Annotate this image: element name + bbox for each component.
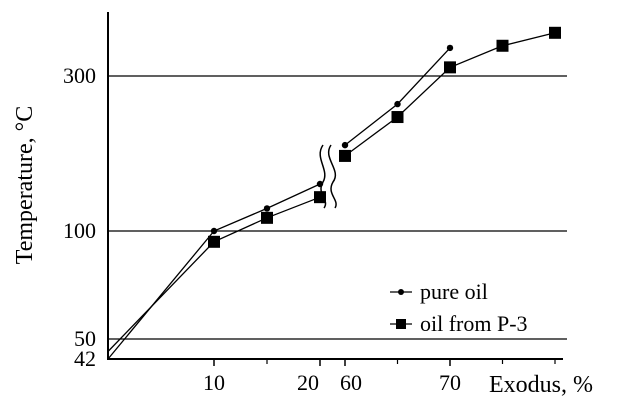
series-2-point — [391, 111, 404, 124]
series-2-point — [549, 26, 561, 39]
legend: pure oil oil from P-3 — [390, 279, 528, 336]
series-1-point — [210, 227, 218, 235]
series-1-point — [341, 141, 349, 149]
series-1-point — [263, 205, 271, 212]
x-tick-label-20: 20 — [297, 370, 319, 395]
series-2-point — [314, 191, 326, 204]
series — [107, 26, 561, 360]
y-axis-title: Temperature, °C — [12, 106, 38, 265]
series-line-2-segment-2 — [344, 32, 556, 157]
series-2-point — [261, 211, 273, 224]
series-1-point — [316, 180, 324, 188]
x-tick-label-70: 70 — [439, 370, 461, 395]
x-tick-label-60: 60 — [340, 370, 362, 395]
series-1-point — [394, 100, 401, 108]
legend-label-pure-oil: pure oil — [420, 279, 488, 304]
y-tick-label-42: 42 — [74, 346, 96, 371]
series-2-point — [339, 149, 351, 162]
gridlines — [108, 75, 567, 340]
x-tick-label-10: 10 — [203, 370, 225, 395]
series-2-point — [208, 235, 220, 248]
y-tick-label-100: 100 — [63, 218, 96, 243]
series-2-point — [444, 61, 456, 74]
legend-marker-pure-oil — [398, 289, 404, 295]
series-2-point — [496, 39, 509, 52]
y-tick-label-300: 300 — [63, 63, 96, 88]
legend-label-oil-p3: oil from P-3 — [420, 311, 528, 336]
x-axis-title: Exodus, % — [489, 372, 593, 397]
y-tick-label-50: 50 — [74, 326, 96, 351]
series-line-1-segment-1 — [107, 183, 321, 360]
legend-marker-oil-p3 — [396, 319, 406, 329]
series-line-2-segment-1 — [107, 196, 321, 352]
axis-ticks: 425010025030010206070 — [63, 63, 556, 395]
axes — [107, 12, 563, 360]
axis-break-curve-right — [328, 144, 337, 209]
series-line-1-segment-2 — [344, 47, 451, 146]
series-1-point — [446, 44, 454, 52]
